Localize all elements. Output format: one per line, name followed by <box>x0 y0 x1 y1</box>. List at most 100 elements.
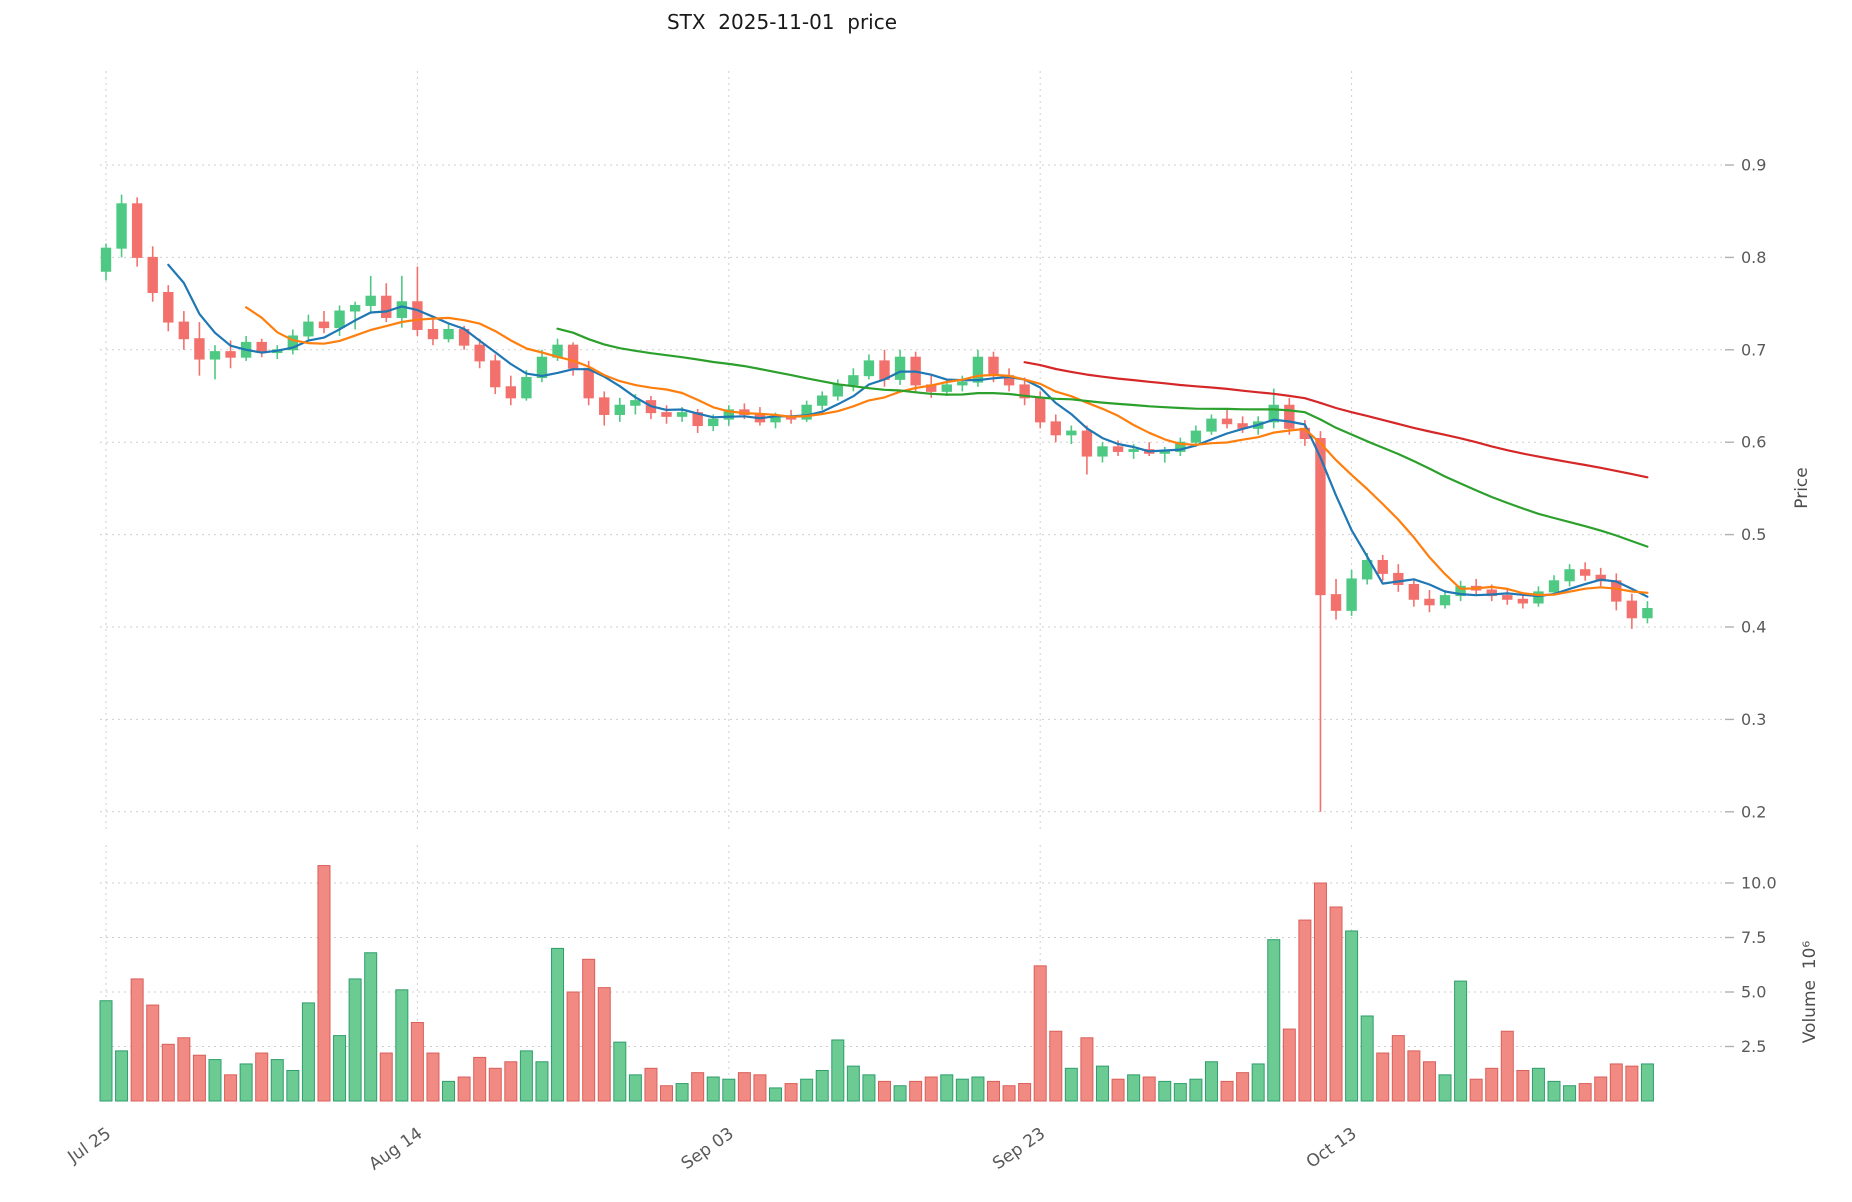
candle-body <box>1112 446 1124 452</box>
candle-body <box>599 397 610 415</box>
volume-bar <box>1033 965 1047 1102</box>
price-tick-label: 0.9 <box>1741 156 1766 175</box>
volume-bar <box>457 1076 471 1102</box>
x-tick-label: Jul 25 <box>64 1124 115 1168</box>
x-tick-label: Oct 13 <box>1303 1124 1361 1173</box>
volume-bar <box>1625 1065 1639 1102</box>
volume-bar <box>208 1059 222 1102</box>
volume-axis-unit: 10⁶ <box>1800 940 1820 970</box>
candle-body <box>474 344 485 362</box>
candle-body <box>163 292 174 323</box>
volume-bar <box>1142 1076 1156 1102</box>
candle-body <box>1175 441 1186 452</box>
candle-body <box>1050 421 1061 436</box>
candle-body <box>723 409 734 420</box>
candle-body <box>427 328 439 340</box>
price-axis-label: Price <box>1792 467 1812 509</box>
candle-body <box>894 356 906 380</box>
candle-body <box>536 356 548 379</box>
candle-body <box>661 412 672 417</box>
candle-body <box>209 351 221 360</box>
candle-body <box>287 335 299 351</box>
volume-axis-label-text: Volume <box>1800 980 1820 1044</box>
volume-bar <box>130 978 144 1102</box>
volume-bar <box>1516 1069 1530 1102</box>
candle-body <box>1361 559 1373 580</box>
candle-body <box>817 395 828 406</box>
price-tick-label: 0.6 <box>1741 433 1766 452</box>
candle-body <box>225 351 236 358</box>
candle-body <box>1408 583 1420 600</box>
volume-bar <box>582 958 596 1102</box>
volume-bar <box>660 1085 674 1102</box>
volume-bar <box>317 865 331 1102</box>
x-tick-labels: Jul 25 Aug 14 Sep 03 Sep 23 Oct 13 <box>64 1124 1361 1175</box>
candle-body <box>303 321 314 337</box>
volume-bar <box>628 1074 642 1102</box>
volume-bar <box>971 1076 985 1102</box>
volume-bar <box>504 1061 518 1102</box>
candle-body <box>178 321 190 340</box>
volume-bar <box>535 1061 549 1102</box>
volume-bar <box>1095 1065 1109 1102</box>
volume-tick-label: 7.5 <box>1741 928 1766 947</box>
volume-bar <box>800 1078 814 1102</box>
x-tick-label: Aug 14 <box>365 1124 426 1175</box>
volume-bar <box>566 991 580 1102</box>
volume-bars-group <box>99 865 1654 1102</box>
candle-body <box>1128 449 1139 452</box>
candle-body <box>1206 418 1217 432</box>
volume-bar <box>364 952 378 1102</box>
volume-bar <box>986 1080 1000 1102</box>
volume-bar <box>1298 919 1312 1102</box>
volume-bar <box>1173 1083 1187 1102</box>
volume-bar <box>551 947 565 1102</box>
volume-bar <box>955 1078 969 1102</box>
volume-bar <box>224 1074 238 1102</box>
volume-bar <box>1220 1080 1234 1102</box>
volume-bar <box>1469 1078 1483 1102</box>
x-tick-label: Sep 23 <box>989 1124 1049 1174</box>
volume-bar <box>613 1041 627 1102</box>
volume-bar <box>1236 1072 1250 1102</box>
volume-bar <box>1313 882 1327 1102</box>
volume-bar <box>1018 1083 1032 1102</box>
candle-body <box>1502 595 1513 600</box>
volume-bar <box>1189 1078 1203 1102</box>
candle-body <box>848 375 859 386</box>
price-tick-labels: 0.2 0.3 0.4 0.5 0.6 0.7 0.8 0.9 <box>1725 156 1766 821</box>
volume-bar <box>784 1083 798 1102</box>
volume-bar <box>1127 1074 1141 1102</box>
candle-body <box>614 404 626 415</box>
price-tick-label: 0.7 <box>1741 340 1766 359</box>
volume-tick-label: 5.0 <box>1741 983 1766 1002</box>
volume-bar <box>395 989 409 1102</box>
candle-body <box>1284 404 1295 429</box>
candle-body <box>1346 578 1357 611</box>
candle-body <box>972 356 984 383</box>
volume-bar <box>1563 1085 1577 1102</box>
candle-body <box>1517 598 1529 604</box>
price-tick-label: 0.5 <box>1741 525 1766 544</box>
volume-bar <box>1609 1063 1623 1102</box>
volume-tick-labels: 2.5 5.0 7.5 10.0 <box>1725 874 1777 1056</box>
candle-body <box>194 338 205 360</box>
volume-bar <box>115 1050 129 1102</box>
candle-body <box>131 203 143 258</box>
volume-bar <box>1360 1015 1374 1102</box>
volume-axis-label: Volume 10⁶ <box>1800 941 1820 1044</box>
candle-body <box>147 256 158 294</box>
volume-bar <box>1282 1028 1296 1102</box>
volume-bar <box>1391 1035 1405 1102</box>
volume-bar <box>488 1067 502 1102</box>
volume-bar <box>597 987 611 1102</box>
price-tick-label: 0.2 <box>1741 802 1766 821</box>
volume-bar <box>99 1000 113 1102</box>
candle-body <box>832 384 843 397</box>
candle-body <box>505 386 517 399</box>
volume-bar <box>442 1080 456 1102</box>
volume-bar <box>1158 1080 1172 1102</box>
volume-bar <box>675 1083 689 1102</box>
volume-bar <box>1345 930 1359 1102</box>
